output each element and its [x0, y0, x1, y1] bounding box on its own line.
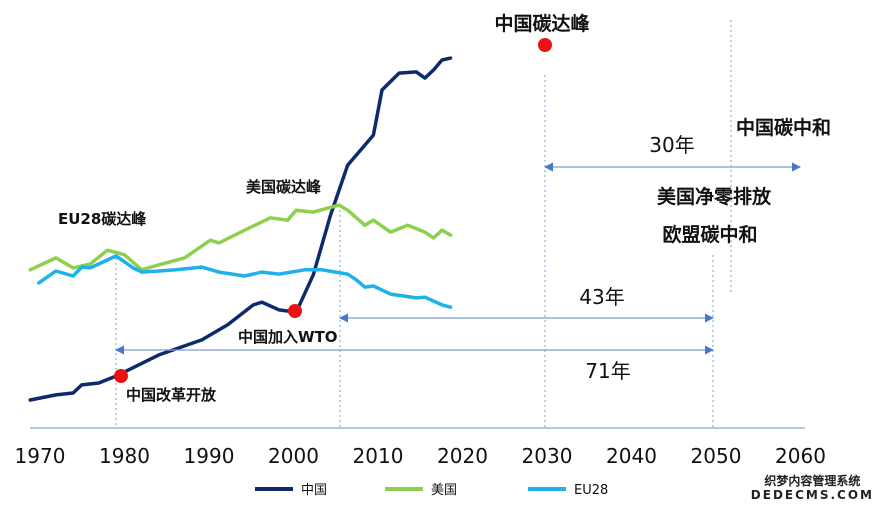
marker-label-1980: 中国改革开放	[126, 386, 217, 404]
legend-label-0: 中国	[301, 483, 327, 498]
legend-label-2: EU28	[574, 483, 608, 498]
eu28-peak-label: EU28碳达峰	[58, 210, 147, 228]
marker-1980	[114, 369, 128, 383]
marker-2001	[288, 304, 302, 318]
china-neutrality-label: 中国碳中和	[736, 116, 831, 139]
x-tick-label-2050: 2050	[691, 444, 742, 468]
x-tick-label-2010: 2010	[353, 444, 404, 468]
watermark-line2: DEDECMS.COM	[750, 488, 874, 502]
legend-label-1: 美国	[431, 483, 457, 498]
series-line-usa	[28, 203, 453, 272]
x-tick-label-2030: 2030	[522, 444, 573, 468]
marker-label-2030: 中国碳达峰	[494, 12, 590, 35]
series-line-eu28	[37, 254, 453, 309]
usa-peak-label: 美国碳达峰	[246, 178, 322, 196]
x-tick-label-2020: 2020	[437, 444, 488, 468]
x-tick-label-2040: 2040	[606, 444, 657, 468]
eu-neutrality-label: 欧盟碳中和	[662, 223, 757, 246]
series-line-china	[28, 56, 453, 402]
x-tick-label-1980: 1980	[99, 444, 150, 468]
watermark-line1: 织梦内容管理系统	[764, 474, 861, 488]
marker-2030	[538, 38, 552, 52]
usa-net-zero-label: 美国净零排放	[657, 185, 772, 208]
x-tick-label-1970: 1970	[15, 444, 66, 468]
x-tick-label-1990: 1990	[184, 444, 235, 468]
x-tick-label-2060: 2060	[775, 444, 826, 468]
x-tick-label-2000: 2000	[268, 444, 319, 468]
watermark: 织梦内容管理系统 DEDECMS.COM	[751, 474, 874, 502]
span-label-1980-2050: 71年	[585, 359, 630, 383]
span-label-2030-2060: 30年	[649, 133, 694, 157]
marker-label-2001: 中国加入WTO	[238, 328, 338, 346]
span-label-2005-2050: 43年	[579, 285, 624, 309]
